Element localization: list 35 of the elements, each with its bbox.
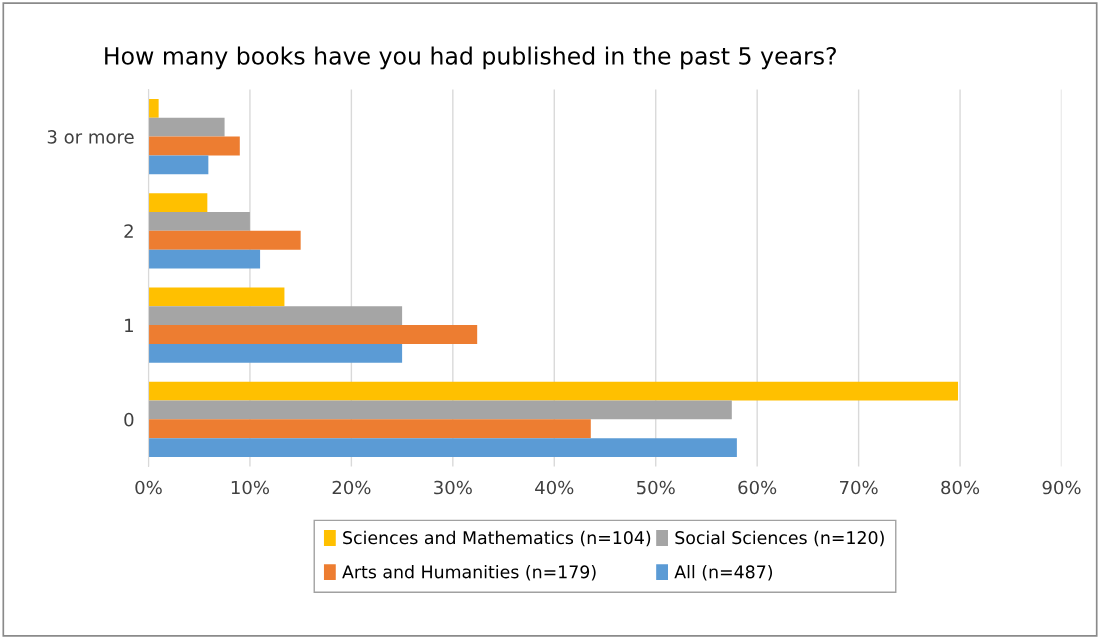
bar xyxy=(148,155,209,175)
bar xyxy=(148,193,208,212)
y-tick-label: 2 xyxy=(124,224,133,238)
legend-label: Arts and Humanities (n=179) xyxy=(342,564,596,581)
chart-title: How many books have you had published in the past 5 years? xyxy=(105,46,836,70)
legend-label: All (n=487) xyxy=(674,564,773,581)
x-tick-label: 20% xyxy=(332,480,371,495)
bar xyxy=(148,249,261,269)
bar xyxy=(148,419,591,439)
x-tick-label: 80% xyxy=(941,480,980,495)
x-tick-label: 60% xyxy=(738,480,777,495)
legend-label: Social Sciences (n=120) xyxy=(675,530,884,547)
bar xyxy=(148,287,285,307)
y-tick-label: 3 or more xyxy=(47,130,134,144)
bar xyxy=(148,117,225,137)
bar xyxy=(148,211,250,231)
bar xyxy=(148,400,732,420)
bar xyxy=(148,438,737,458)
bar xyxy=(148,230,301,250)
bar xyxy=(148,325,478,344)
bar xyxy=(148,136,240,156)
x-tick-label: 40% xyxy=(535,480,574,495)
x-tick-label: 90% xyxy=(1042,480,1081,495)
bar xyxy=(148,306,403,326)
bar xyxy=(148,381,959,401)
x-tick-label: 10% xyxy=(231,480,270,495)
y-tick-label: 1 xyxy=(125,318,133,332)
bar xyxy=(148,98,159,118)
x-tick-label: 50% xyxy=(637,480,675,495)
x-tick-label: 0% xyxy=(135,480,162,495)
x-tick-label: 30% xyxy=(434,480,472,495)
legend-label: Sciences and Mathematics (n=104) xyxy=(343,530,651,547)
bar xyxy=(148,343,403,363)
y-tick-label: 0 xyxy=(124,412,134,427)
x-tick-label: 70% xyxy=(840,480,878,495)
